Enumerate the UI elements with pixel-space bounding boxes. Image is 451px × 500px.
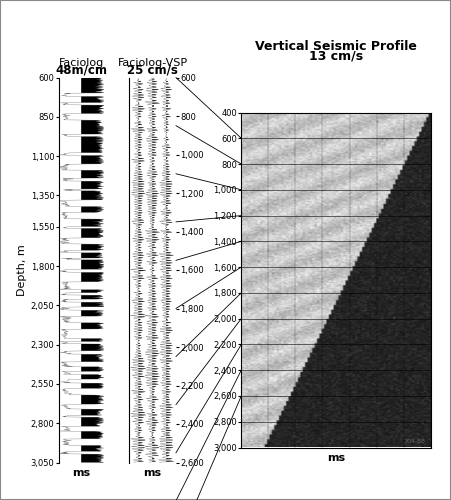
X-axis label: ms: ms <box>72 468 90 478</box>
Y-axis label: Depth, m: Depth, m <box>17 244 27 296</box>
X-axis label: ms: ms <box>327 453 345 463</box>
Text: Vertical Seismic Profile: Vertical Seismic Profile <box>255 40 417 52</box>
X-axis label: ms: ms <box>143 468 161 478</box>
Text: Faciolog-VSP: Faciolog-VSP <box>117 58 188 68</box>
Text: 25 cm/s: 25 cm/s <box>127 64 178 76</box>
Text: 13 cm/s: 13 cm/s <box>309 50 363 62</box>
Text: Faciolog: Faciolog <box>59 58 104 68</box>
Text: 48m/cm: 48m/cm <box>55 64 107 76</box>
Text: 704-88: 704-88 <box>403 439 425 444</box>
